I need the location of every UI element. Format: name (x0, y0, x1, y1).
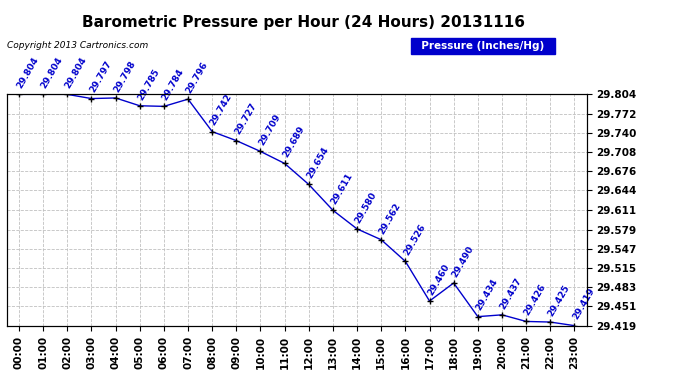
Text: 29.804: 29.804 (63, 56, 89, 90)
Text: 29.804: 29.804 (39, 56, 65, 90)
Text: 29.426: 29.426 (522, 283, 548, 317)
Text: 29.425: 29.425 (546, 283, 572, 318)
Text: 29.580: 29.580 (353, 190, 379, 225)
Text: 29.460: 29.460 (426, 262, 451, 297)
Text: 29.742: 29.742 (208, 93, 234, 128)
Text: 29.419: 29.419 (571, 286, 596, 321)
Text: 29.784: 29.784 (160, 68, 186, 102)
Text: Copyright 2013 Cartronics.com: Copyright 2013 Cartronics.com (7, 41, 148, 50)
Text: Pressure (Inches/Hg): Pressure (Inches/Hg) (414, 41, 551, 51)
Text: 29.437: 29.437 (498, 276, 524, 310)
Text: 29.611: 29.611 (329, 171, 355, 206)
Text: 29.804: 29.804 (15, 56, 41, 90)
Text: 29.490: 29.490 (450, 244, 475, 279)
Text: 29.797: 29.797 (88, 60, 113, 94)
Text: 29.727: 29.727 (233, 102, 258, 136)
Text: 29.654: 29.654 (305, 146, 331, 180)
Text: 29.526: 29.526 (402, 223, 427, 257)
Text: 29.709: 29.709 (257, 112, 282, 147)
Text: 29.785: 29.785 (136, 67, 161, 102)
Text: 29.689: 29.689 (281, 124, 306, 159)
Text: 29.796: 29.796 (184, 60, 210, 95)
Text: 29.562: 29.562 (377, 201, 403, 236)
Text: 29.434: 29.434 (474, 278, 500, 312)
Text: 29.798: 29.798 (112, 59, 137, 94)
Text: Barometric Pressure per Hour (24 Hours) 20131116: Barometric Pressure per Hour (24 Hours) … (82, 15, 525, 30)
